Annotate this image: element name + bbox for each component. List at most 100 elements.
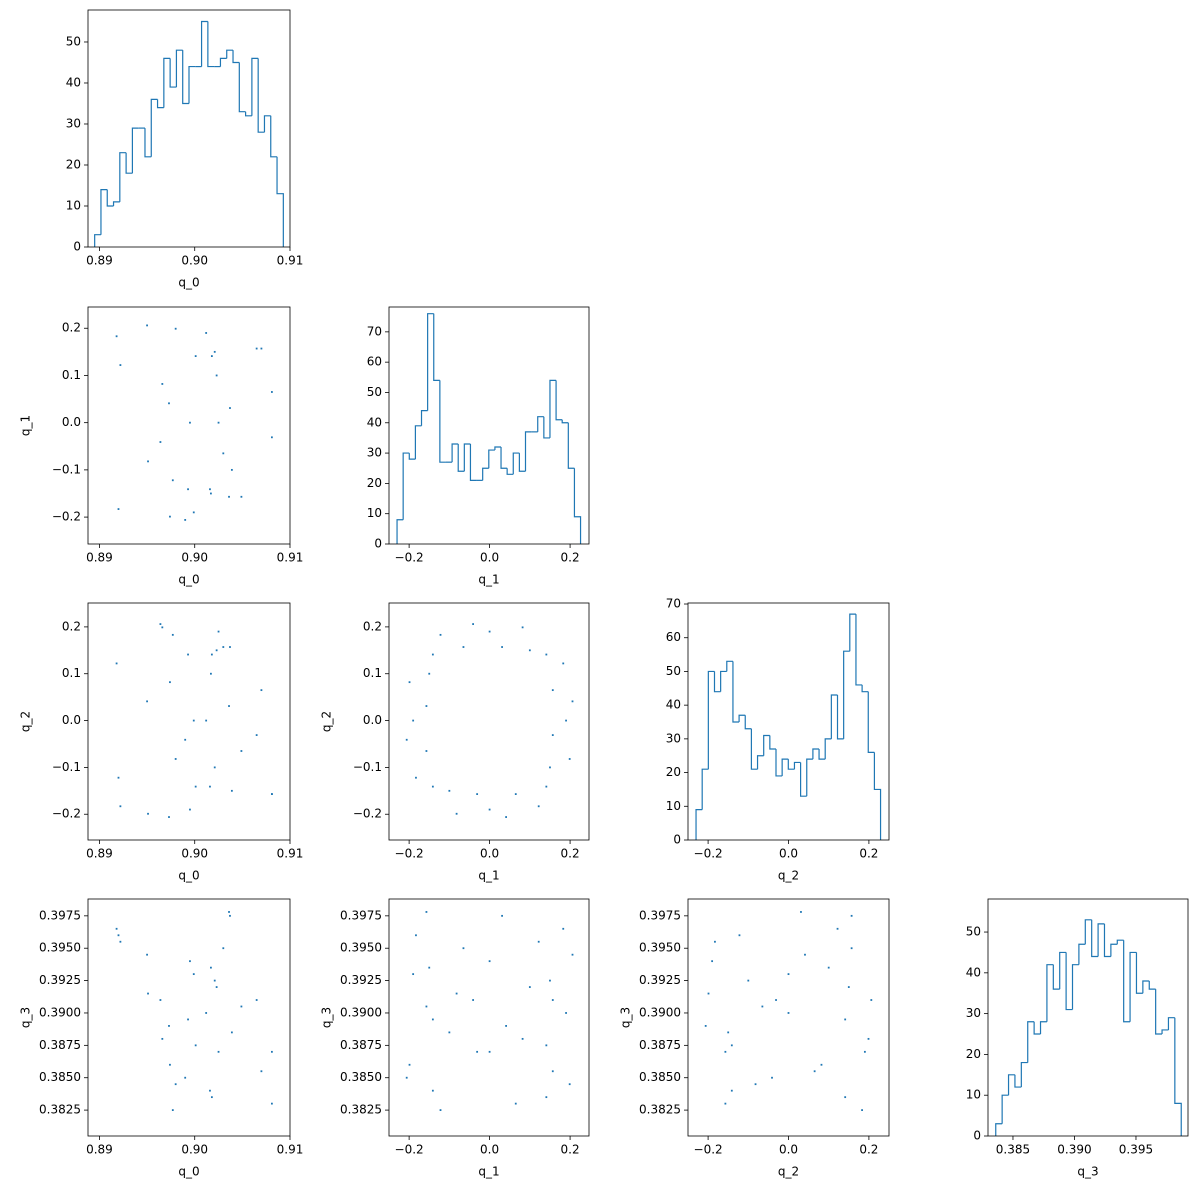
scatter-point: [707, 992, 710, 995]
x-tick-label: 0.90: [181, 847, 208, 861]
scatter-point: [229, 914, 231, 917]
scatter-point: [730, 1044, 733, 1047]
histogram-step: [169, 58, 177, 88]
scatter-point: [169, 1063, 171, 1066]
histogram-step: [188, 65, 196, 104]
scatter-point: [704, 1025, 707, 1027]
y-tick-label: 0.3875: [639, 1038, 681, 1052]
y-axis-label: q_3: [619, 1007, 633, 1028]
scatter-point: [813, 1070, 816, 1073]
histogram-step: [843, 650, 850, 739]
x-tick-label: 0.89: [86, 847, 113, 861]
scatter-point: [228, 495, 230, 498]
histogram-step: [824, 738, 832, 760]
y-tick-label: 20: [66, 157, 81, 171]
axes-frame: [388, 306, 590, 545]
scatter-point: [171, 479, 174, 482]
y-tick-label: 0: [73, 240, 81, 254]
scatter-point: [213, 766, 216, 769]
axes-frame: [87, 898, 291, 1137]
scatter-point: [870, 999, 873, 1001]
histogram-step: [276, 156, 284, 247]
histogram-step: [182, 50, 189, 105]
histogram-step: [1071, 964, 1079, 1010]
scatter-point: [521, 626, 524, 629]
histogram-step: [732, 661, 740, 723]
scatter-point: [448, 789, 451, 792]
histogram-step: [555, 380, 563, 421]
scatter-point: [545, 1044, 548, 1047]
x-tick-label: 0.91: [277, 1143, 304, 1157]
y-axis-label: q_3: [320, 1007, 334, 1028]
scatter-point: [171, 633, 174, 636]
scatter-point: [415, 776, 417, 779]
y-tick-label: 40: [367, 415, 382, 429]
scatter-point: [169, 515, 171, 518]
y-tick-label: 30: [966, 1006, 981, 1020]
scatter-point: [229, 646, 231, 648]
histogram-step: [830, 694, 838, 739]
histogram-step: [855, 614, 863, 686]
axes-frame: [87, 9, 291, 248]
scatter-point: [861, 1109, 863, 1111]
scatter-point: [571, 953, 574, 956]
scatter-point: [565, 1012, 567, 1014]
scatter-point: [545, 1096, 548, 1099]
histogram-step: [402, 452, 410, 520]
histogram-step: [781, 758, 789, 776]
histogram-step: [744, 715, 752, 730]
scatter-point: [205, 332, 208, 334]
scatter-point: [209, 1089, 211, 1092]
histogram-step: [1155, 989, 1163, 1035]
histogram-step: [1091, 919, 1099, 958]
histogram-step: [1020, 1061, 1028, 1088]
x-tick-label: 0.2: [561, 847, 580, 861]
scatter-point: [217, 1050, 220, 1053]
scatter-point: [240, 495, 243, 498]
histogram-step: [567, 422, 575, 469]
histogram-step: [156, 99, 164, 109]
y-tick-label: 0.1: [363, 666, 382, 680]
axes-frame: [687, 898, 890, 1137]
y-tick-label: 0.3850: [639, 1070, 681, 1084]
histogram-step: [451, 443, 459, 463]
y-tick-label: 0.3900: [340, 1005, 382, 1019]
histogram-step: [867, 691, 875, 753]
y-tick-label: 0.3975: [639, 908, 681, 922]
scatter-point: [210, 672, 212, 675]
scatter-point: [260, 347, 263, 350]
y-tick-label: 0: [374, 537, 382, 551]
y-tick-label: 0.3850: [39, 1070, 81, 1084]
scatter-point: [210, 966, 212, 969]
x-axis-label: q_0: [178, 573, 199, 587]
scatter-point: [771, 1076, 773, 1079]
y-tick-label: 0.0: [62, 713, 81, 727]
x-tick-label: 0.90: [181, 254, 208, 268]
x-tick-label: 0.89: [86, 1143, 113, 1157]
scatter-point: [117, 934, 120, 937]
scatter-point: [255, 999, 258, 1001]
y-tick-label: 60: [367, 355, 382, 369]
y-tick-label: 40: [66, 75, 81, 89]
histogram-step: [414, 425, 422, 460]
y-tick-label: 0: [673, 833, 681, 847]
scatter-point: [146, 324, 148, 327]
scatter-point: [217, 630, 220, 633]
histogram-step: [573, 468, 582, 544]
y-tick-label: 10: [666, 799, 681, 813]
histogram-step: [1129, 951, 1137, 1022]
scatter-point: [505, 816, 508, 818]
y-tick-label: 0: [973, 1129, 981, 1143]
scatter-point: [189, 421, 191, 424]
histogram-step: [100, 188, 108, 235]
scatter-point: [408, 681, 411, 684]
scatter-point: [514, 793, 517, 795]
axes-frame: [687, 602, 890, 841]
axes-frame: [388, 602, 590, 841]
scatter-point: [800, 911, 802, 913]
scatter-point: [240, 750, 243, 752]
x-tick-label: −0.2: [395, 551, 424, 565]
histogram-step: [1059, 951, 1067, 990]
scatter-point: [194, 785, 197, 788]
